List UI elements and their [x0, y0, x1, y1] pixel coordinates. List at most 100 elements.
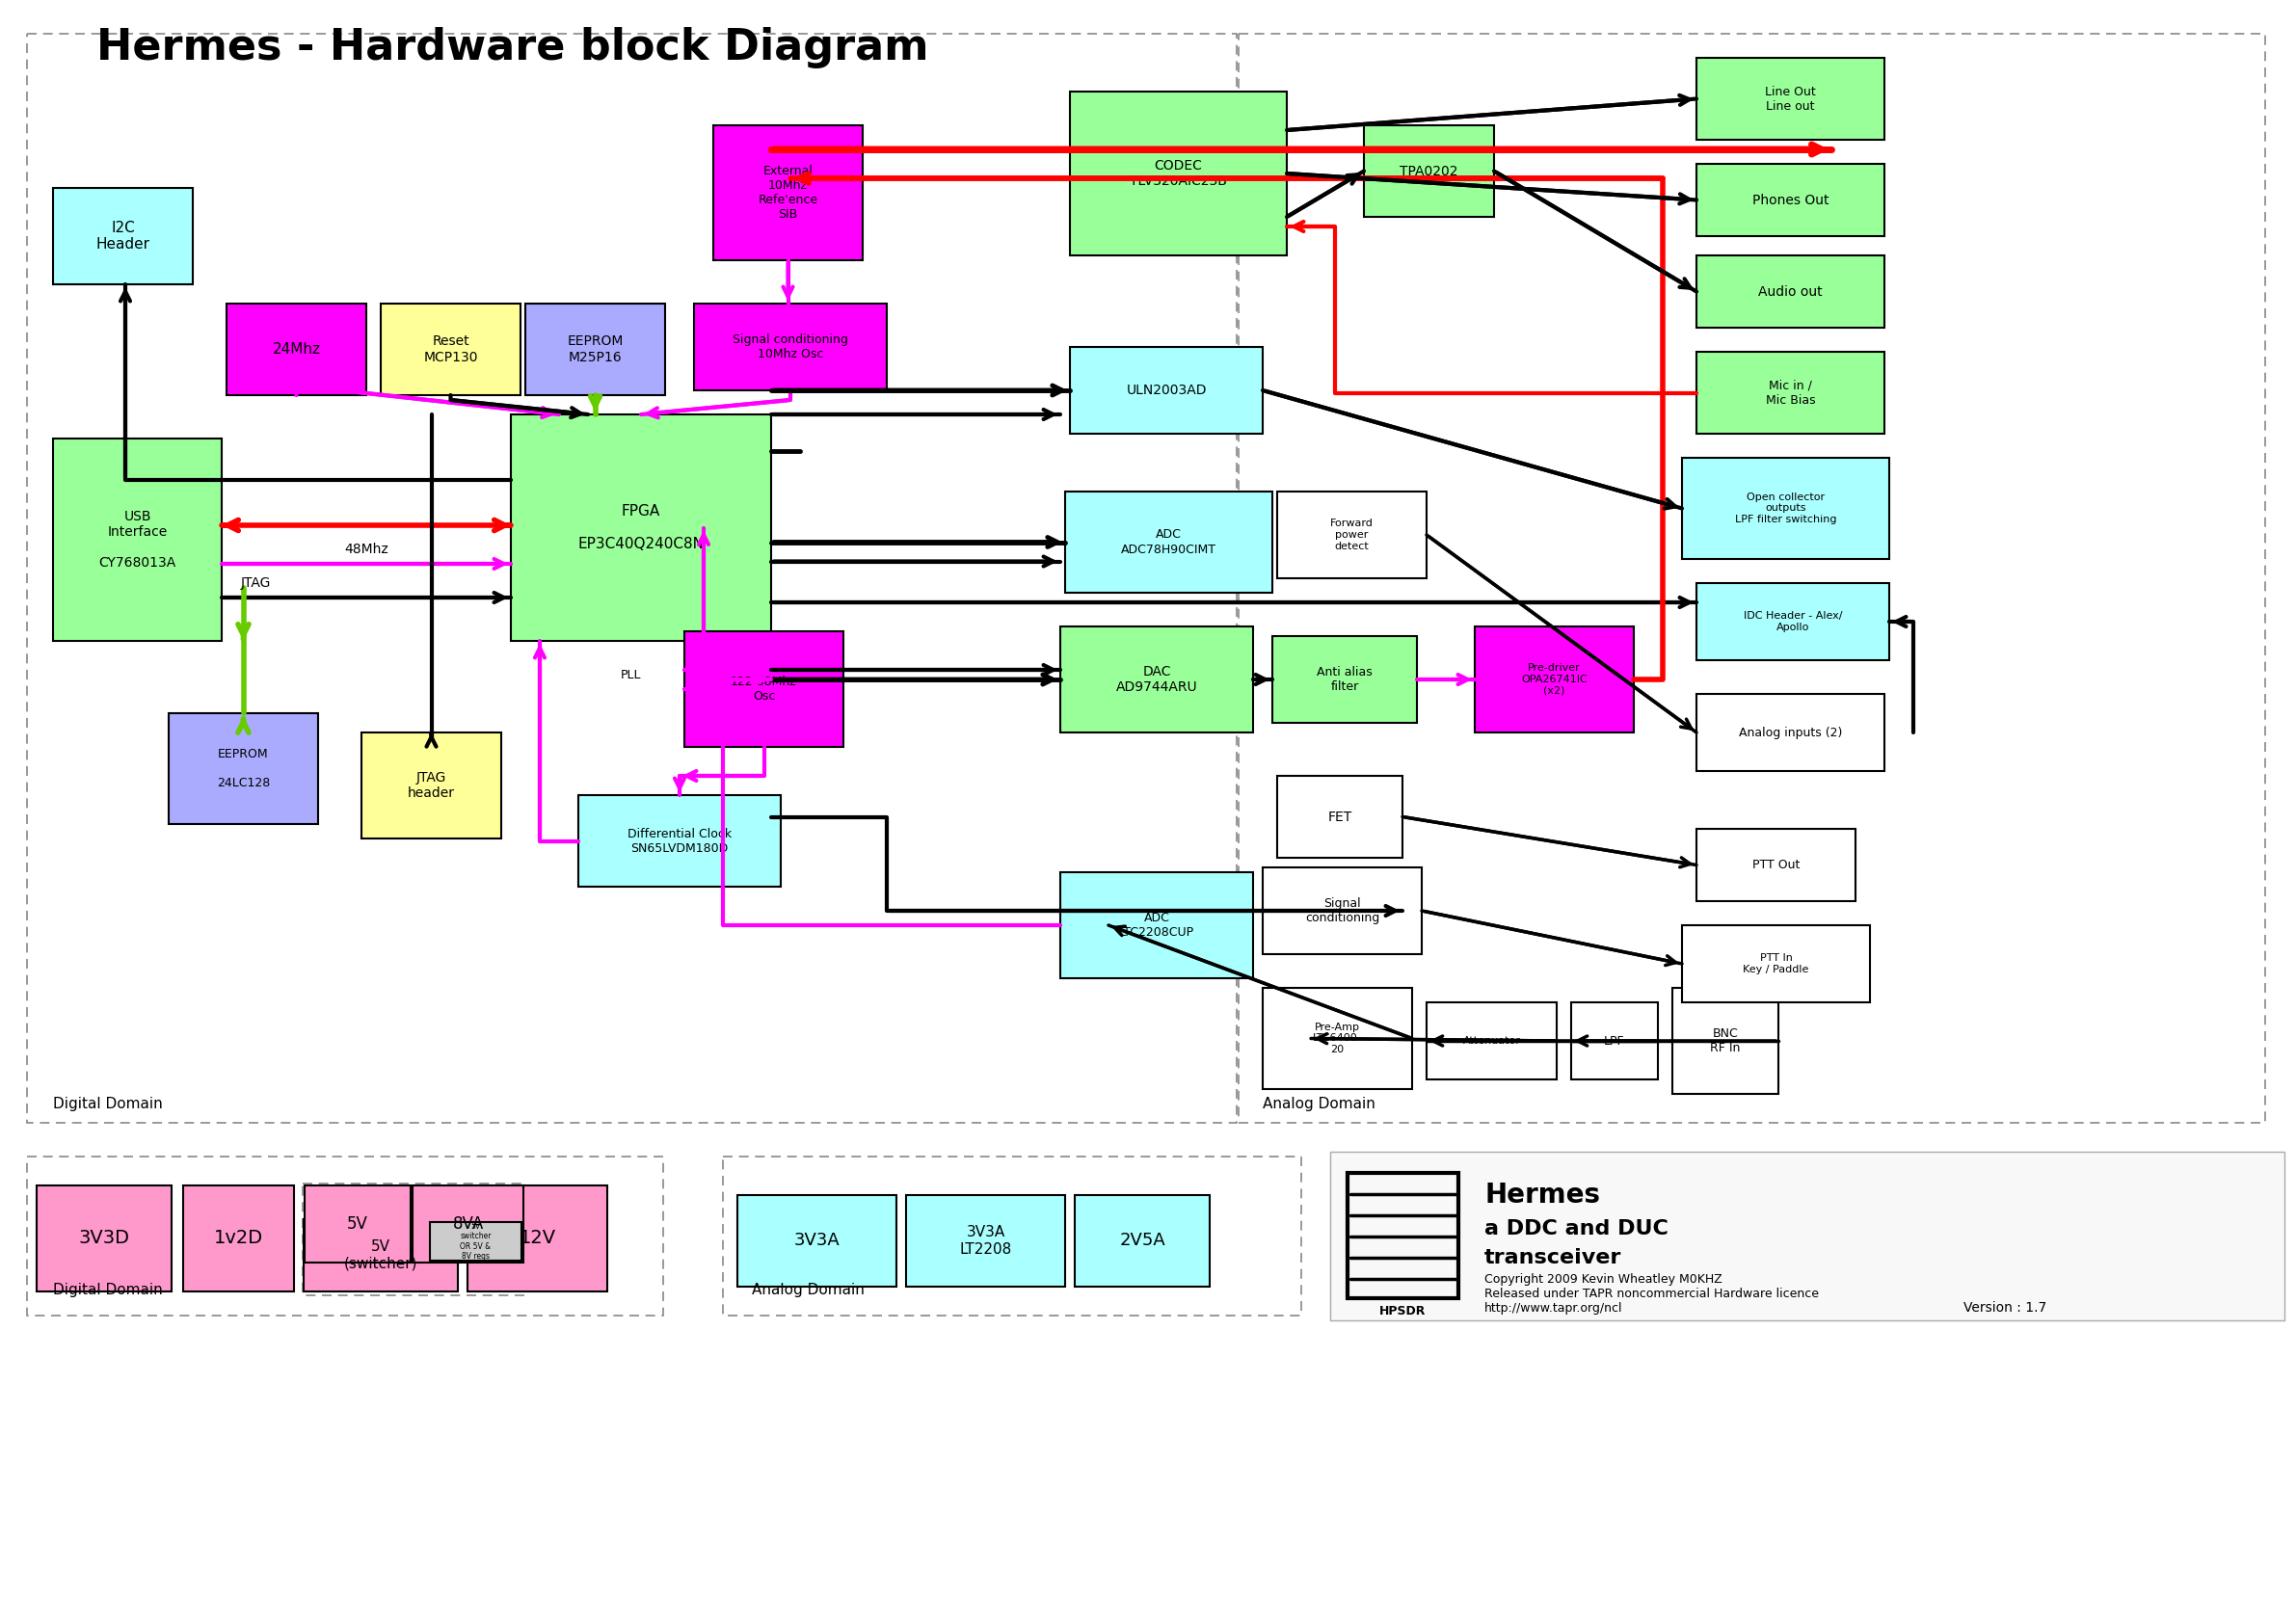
Text: Digital Domain: Digital Domain	[53, 1097, 163, 1112]
Bar	[723, 1157, 1302, 1316]
Text: ULN2003AD: ULN2003AD	[1125, 383, 1208, 398]
Bar	[1263, 867, 1421, 954]
Bar	[1065, 492, 1272, 592]
Text: FET: FET	[1327, 810, 1352, 823]
Bar	[227, 304, 367, 394]
Text: Pre-driver
OPA26741IC
(x2): Pre-driver OPA26741IC (x2)	[1522, 664, 1587, 696]
Text: JTAG
header: JTAG header	[409, 771, 455, 800]
Bar	[1671, 988, 1779, 1094]
Text: ADC
ADC78H90CIMT: ADC ADC78H90CIMT	[1120, 529, 1217, 555]
Text: PTT In
Key / Paddle: PTT In Key / Paddle	[1743, 953, 1809, 974]
Bar	[1364, 125, 1495, 217]
Text: TPA0202: TPA0202	[1401, 164, 1458, 179]
Bar	[1697, 58, 1885, 140]
Bar	[1277, 776, 1403, 859]
Text: Forward
power
detect: Forward power detect	[1329, 519, 1373, 550]
Bar	[684, 631, 843, 747]
Text: Audio out: Audio out	[1759, 284, 1823, 299]
Bar	[1061, 626, 1254, 732]
Bar	[1697, 164, 1885, 235]
Text: Released under TAPR noncommercial Hardware licence: Released under TAPR noncommercial Hardwa…	[1486, 1289, 1818, 1300]
Bar	[693, 304, 886, 390]
Text: 24Mhz: 24Mhz	[273, 342, 321, 357]
Text: CODEC
TLV320AIC23B: CODEC TLV320AIC23B	[1130, 159, 1226, 188]
Text: 3V3D: 3V3D	[78, 1229, 129, 1248]
Text: Digital Domain: Digital Domain	[53, 1282, 163, 1297]
Text: DAC
AD9744ARU: DAC AD9744ARU	[1116, 665, 1199, 695]
Bar	[526, 304, 666, 394]
Bar	[1697, 695, 1885, 771]
Bar	[53, 438, 223, 641]
Bar	[1683, 925, 1869, 1003]
Bar	[579, 795, 781, 886]
Text: Hermes: Hermes	[1486, 1182, 1600, 1209]
Text: 1v2D: 1v2D	[214, 1229, 264, 1248]
Text: Line Out
Line out: Line Out Line out	[1766, 86, 1816, 112]
Bar	[28, 34, 1238, 1123]
Bar	[512, 414, 771, 641]
Bar	[1697, 583, 1890, 661]
Text: JTAG: JTAG	[241, 576, 271, 589]
Text: 5V: 5V	[347, 1216, 367, 1233]
Bar	[1263, 988, 1412, 1089]
Text: 48Mhz: 48Mhz	[344, 542, 388, 557]
Text: PLL: PLL	[620, 669, 641, 682]
Bar	[37, 1185, 172, 1292]
Text: BNC
RF In: BNC RF In	[1711, 1027, 1740, 1055]
Text: 8VA: 8VA	[452, 1216, 484, 1233]
Text: IDC Header - Alex/
Apollo: IDC Header - Alex/ Apollo	[1743, 612, 1841, 631]
Bar	[1697, 352, 1885, 433]
Text: USB
Interface

CY768013A: USB Interface CY768013A	[99, 510, 177, 570]
Bar	[305, 1185, 411, 1263]
Text: Signal conditioning
10Mhz Osc: Signal conditioning 10Mhz Osc	[732, 333, 847, 360]
Text: Reset
MCP130: Reset MCP130	[422, 334, 478, 364]
Text: FPGA

EP3C40Q240C8N: FPGA EP3C40Q240C8N	[579, 503, 705, 552]
Bar	[1683, 458, 1890, 558]
Bar	[1272, 636, 1417, 722]
Bar	[303, 1219, 457, 1292]
Text: 5V
(switcher): 5V (switcher)	[344, 1240, 418, 1271]
Text: Signal
conditioning: Signal conditioning	[1304, 898, 1380, 923]
Text: Copyright 2009 Kevin Wheatley M0KHZ: Copyright 2009 Kevin Wheatley M0KHZ	[1486, 1272, 1722, 1285]
Text: Mic in /
Mic Bias: Mic in / Mic Bias	[1766, 380, 1816, 406]
Text: 122.88Mhz
Osc: 122.88Mhz Osc	[730, 675, 797, 703]
Bar	[1426, 1003, 1557, 1079]
Text: Analog inputs (2): Analog inputs (2)	[1738, 725, 1841, 738]
Bar	[1075, 1195, 1210, 1287]
Text: 2V5A: 2V5A	[1118, 1232, 1166, 1250]
Text: EEPROM
M25P16: EEPROM M25P16	[567, 334, 622, 364]
Bar	[303, 1183, 526, 1295]
Text: 3V3A
LT2208: 3V3A LT2208	[960, 1225, 1013, 1256]
Text: 3V3A: 3V3A	[794, 1232, 840, 1250]
Text: http://www.tapr.org/ncl: http://www.tapr.org/ncl	[1486, 1302, 1623, 1315]
Text: Pre-Amp
LTC6400-
20: Pre-Amp LTC6400- 20	[1313, 1022, 1362, 1055]
Bar	[1570, 1003, 1658, 1079]
Text: External
10Mhz
Refe'ence
SIB: External 10Mhz Refe'ence SIB	[758, 166, 817, 221]
Bar	[53, 188, 193, 284]
Text: I2C
Header: I2C Header	[96, 221, 149, 252]
Bar	[168, 712, 319, 824]
Bar	[714, 125, 863, 260]
Text: a DDC and DUC: a DDC and DUC	[1486, 1219, 1669, 1238]
Text: ADC
LTC2208CUP: ADC LTC2208CUP	[1118, 912, 1194, 938]
Bar	[907, 1195, 1065, 1287]
Text: transceiver: transceiver	[1486, 1248, 1621, 1268]
Text: Hermes - Hardware block Diagram: Hermes - Hardware block Diagram	[96, 28, 928, 68]
Bar	[1697, 829, 1855, 901]
Bar	[1329, 1152, 2285, 1321]
Bar	[1070, 347, 1263, 433]
Bar	[429, 1222, 521, 1261]
Bar	[184, 1185, 294, 1292]
Text: Attenuator: Attenuator	[1463, 1035, 1520, 1045]
Bar	[413, 1185, 523, 1263]
Text: Open collector
outputs
LPF filter switching: Open collector outputs LPF filter switch…	[1736, 492, 1837, 524]
Bar	[381, 304, 521, 394]
Bar	[1238, 34, 2266, 1123]
Bar	[1348, 1173, 1458, 1298]
Text: 5V
switcher
OR 5V &
8V regs: 5V switcher OR 5V & 8V regs	[459, 1222, 491, 1261]
Text: EEPROM

24LC128: EEPROM 24LC128	[216, 748, 271, 789]
Text: Anti alias
filter: Anti alias filter	[1318, 665, 1373, 693]
Text: Version : 1.7: Version : 1.7	[1963, 1302, 2046, 1315]
Bar	[1697, 255, 1885, 328]
Bar	[28, 1157, 664, 1316]
